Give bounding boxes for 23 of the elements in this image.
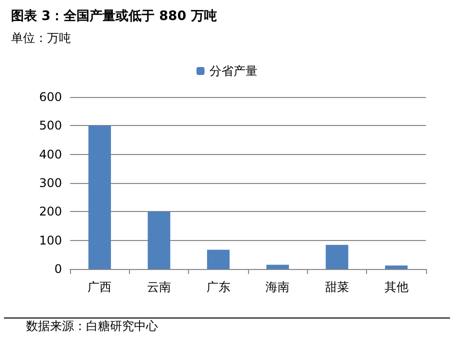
x-tick-label: 海南 — [266, 280, 290, 294]
x-tick-label: 广东 — [206, 280, 230, 294]
x-tick-label: 云南 — [147, 280, 171, 294]
bar — [207, 250, 230, 269]
y-tick-label: 600 — [39, 90, 62, 104]
bar — [88, 126, 111, 269]
y-tick-label: 100 — [39, 233, 62, 248]
x-tick-label: 广西 — [88, 280, 112, 294]
chart-subtitle: 单位：万吨 — [11, 31, 71, 45]
y-tick-label: 200 — [39, 204, 62, 219]
y-tick-label: 500 — [39, 118, 62, 133]
x-tick-label: 其他 — [384, 280, 408, 294]
y-tick-label: 0 — [54, 262, 62, 276]
legend-label: 分省产量 — [210, 64, 258, 78]
y-tick-label: 300 — [39, 176, 62, 190]
source-note: 数据来源：白糖研究中心 — [26, 319, 158, 333]
chart-title: 图表 3：全国产量或低于 880 万吨 — [11, 8, 217, 24]
bar — [266, 264, 289, 269]
bar — [385, 266, 408, 269]
x-tick-label: 甜菜 — [325, 280, 349, 294]
y-tick-label: 400 — [39, 147, 62, 162]
bar — [148, 212, 170, 269]
bar — [326, 244, 348, 269]
